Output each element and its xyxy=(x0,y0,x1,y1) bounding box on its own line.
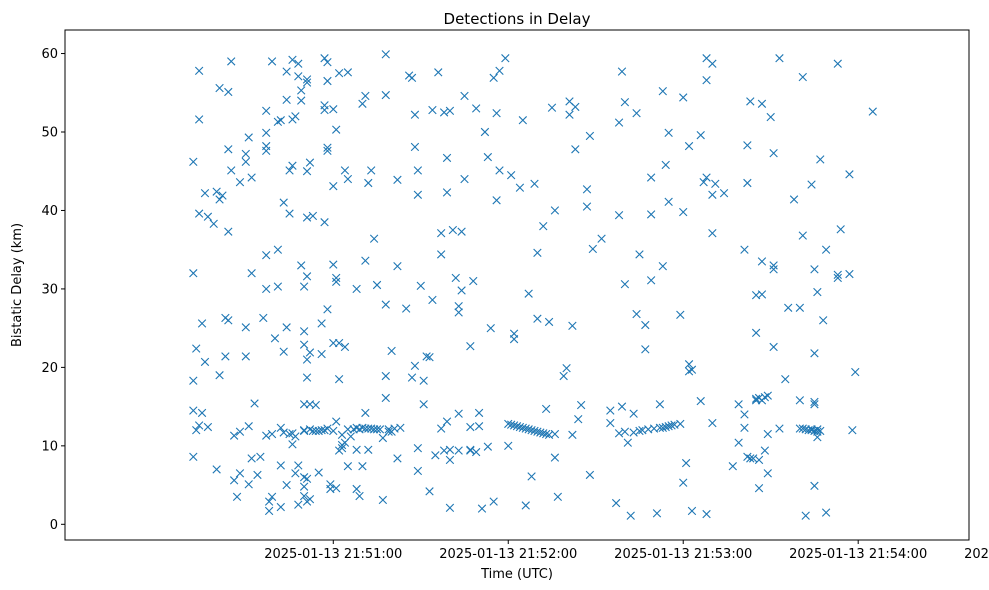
y-tick-label: 0 xyxy=(50,518,58,533)
y-tick-label: 20 xyxy=(41,361,58,376)
x-tick-label: 2025-01-13 21:55:00 xyxy=(964,547,989,562)
scatter-chart: Detections in Delay 2025-01-13 21:51:00 2… xyxy=(0,0,989,590)
y-tick-label: 60 xyxy=(41,47,58,62)
x-tick-label: 2025-01-13 21:51:00 xyxy=(264,547,402,562)
y-tick-label: 10 xyxy=(41,439,58,454)
x-tick-label: 2025-01-13 21:54:00 xyxy=(789,547,927,562)
chart-title: Detections in Delay xyxy=(444,10,591,28)
y-axis-label: Bistatic Delay (km) xyxy=(10,223,25,347)
x-tick-label: 2025-01-13 21:52:00 xyxy=(439,547,577,562)
x-axis-label: Time (UTC) xyxy=(480,567,553,582)
x-tick-label: 2025-01-13 21:53:00 xyxy=(614,547,752,562)
y-tick-label: 40 xyxy=(41,204,58,219)
y-tick-label: 50 xyxy=(41,126,58,141)
y-tick-label: 30 xyxy=(41,282,58,297)
